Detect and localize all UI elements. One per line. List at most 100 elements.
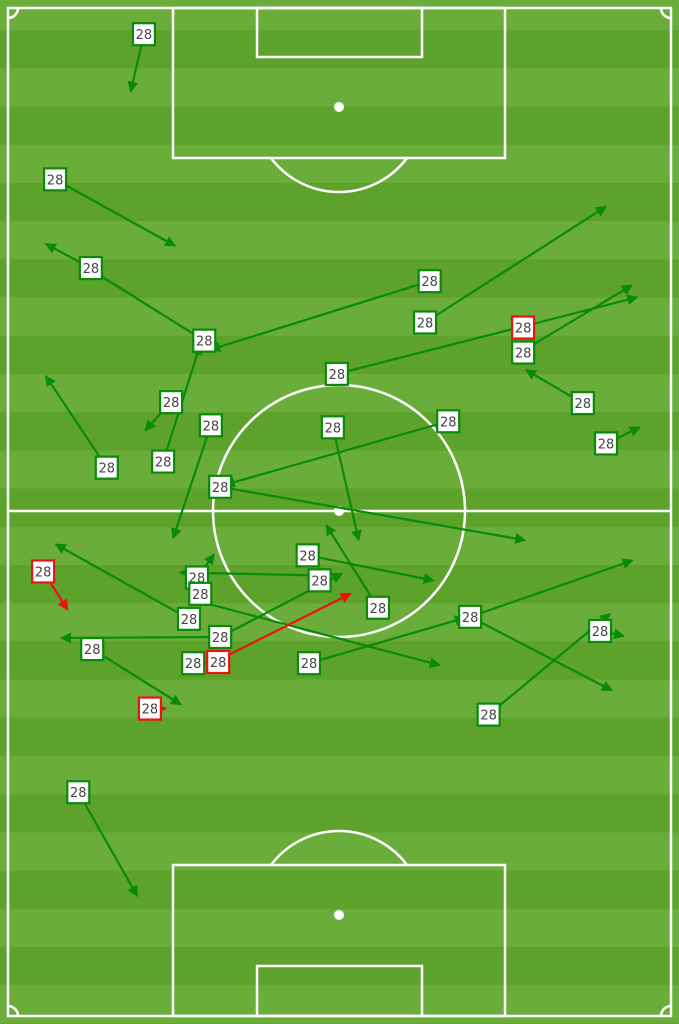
player-label: 28 — [295, 543, 320, 568]
player-number: 28 — [421, 275, 438, 290]
player-label: 28 — [66, 780, 91, 805]
player-label: 28 — [208, 474, 233, 499]
player-number: 28 — [598, 437, 615, 452]
pitch-markings — [6, 6, 673, 1018]
player-number: 28 — [515, 347, 532, 362]
player-label: 28 — [198, 413, 223, 438]
pass-arrow — [54, 543, 190, 620]
pass-arrow — [209, 280, 430, 353]
player-label: 28 — [307, 568, 332, 593]
pass-arrow — [522, 284, 633, 352]
pass-arrow — [171, 424, 212, 540]
player-number: 28 — [417, 316, 434, 331]
player-label: 28 — [511, 315, 536, 340]
pitch-stripe — [0, 985, 679, 1024]
player-label: 28 — [324, 361, 349, 387]
pitch-stripe — [0, 603, 679, 642]
player-label: 28 — [320, 415, 345, 440]
player-number: 28 — [185, 657, 202, 672]
pass-arrow — [54, 178, 177, 247]
player-label: 28 — [436, 409, 461, 434]
player-label: 28 — [188, 581, 213, 606]
player-label: 28 — [417, 269, 442, 294]
player-label: 28 — [31, 559, 56, 584]
player-number: 28 — [83, 262, 100, 277]
player-number: 28 — [575, 397, 592, 412]
player-label: 28 — [458, 604, 483, 629]
pass-arrow — [307, 554, 435, 584]
player-label: 28 — [176, 606, 202, 631]
player-label: 28 — [570, 391, 595, 416]
pitch-stripe — [0, 794, 679, 833]
pitch-stripe — [0, 870, 679, 910]
pass-arrow — [223, 420, 449, 488]
player-number: 28 — [440, 415, 457, 430]
player-label: 28 — [412, 310, 438, 335]
pass-arrow — [336, 294, 639, 375]
player-label: 28 — [78, 255, 103, 281]
pitch-stripe — [0, 756, 679, 795]
player-label: 28 — [131, 22, 157, 47]
pitch-stripe — [0, 30, 679, 69]
player-number: 28 — [196, 335, 213, 350]
pass-arrow — [91, 648, 182, 706]
player-number: 28 — [515, 322, 532, 337]
top-penalty-arc — [270, 157, 408, 194]
player-label: 28 — [192, 328, 217, 353]
player-number: 28 — [212, 481, 229, 496]
pass-arrow — [308, 615, 466, 665]
player-label: 28 — [593, 431, 619, 456]
pass-arrow — [44, 375, 108, 469]
pitch-stripe — [0, 183, 679, 222]
pitch-stripe — [0, 144, 679, 184]
pitch-stripe — [0, 297, 679, 337]
pass-arrow — [199, 600, 441, 668]
pass-arrow — [424, 205, 607, 324]
player-number: 28 — [84, 643, 101, 658]
pass-arrow — [219, 485, 527, 544]
player-number: 28 — [35, 565, 52, 580]
top-six-yard-box — [255, 6, 424, 59]
player-number: 28 — [212, 631, 229, 646]
player-label: 28 — [206, 649, 231, 675]
player-number: 28 — [462, 611, 479, 626]
bottom-penalty-arc — [270, 829, 408, 866]
player-number: 28 — [203, 419, 220, 434]
player-label: 28 — [181, 651, 206, 676]
player-number: 28 — [592, 625, 609, 640]
pass-arrow — [331, 427, 362, 542]
pitch-stripe — [0, 68, 679, 107]
player-label: 28 — [151, 449, 176, 474]
pass-arrow — [469, 615, 613, 692]
pitch-stripe — [0, 221, 679, 260]
player-number: 28 — [99, 462, 116, 477]
bottom-six-yard-box — [255, 964, 424, 1018]
player-label: 28 — [587, 618, 613, 644]
pass-arrow — [217, 592, 352, 662]
player-number: 28 — [142, 703, 159, 718]
player-label: 28 — [296, 651, 322, 676]
player-number: 28 — [301, 657, 318, 672]
pass-arrow — [325, 524, 379, 609]
bottom-penalty-spot — [334, 910, 344, 920]
player-number: 28 — [311, 574, 328, 589]
player-label: 28 — [80, 636, 105, 662]
pitch-stripe — [0, 259, 679, 298]
pass-arrow — [77, 791, 139, 898]
player-number: 28 — [299, 549, 316, 564]
player-number: 28 — [329, 368, 346, 383]
player-number: 28 — [480, 709, 497, 724]
pitch-stripe — [0, 0, 679, 31]
player-label: 28 — [208, 624, 233, 650]
player-label: 28 — [94, 455, 119, 480]
player-number: 28 — [155, 456, 172, 471]
player-label: 28 — [511, 340, 536, 365]
player-number: 28 — [181, 613, 198, 628]
player-number: 28 — [370, 602, 387, 617]
player-number: 28 — [192, 588, 209, 603]
player-number: 28 — [47, 173, 64, 188]
player-number: 28 — [210, 656, 227, 671]
player-number: 28 — [70, 786, 87, 801]
